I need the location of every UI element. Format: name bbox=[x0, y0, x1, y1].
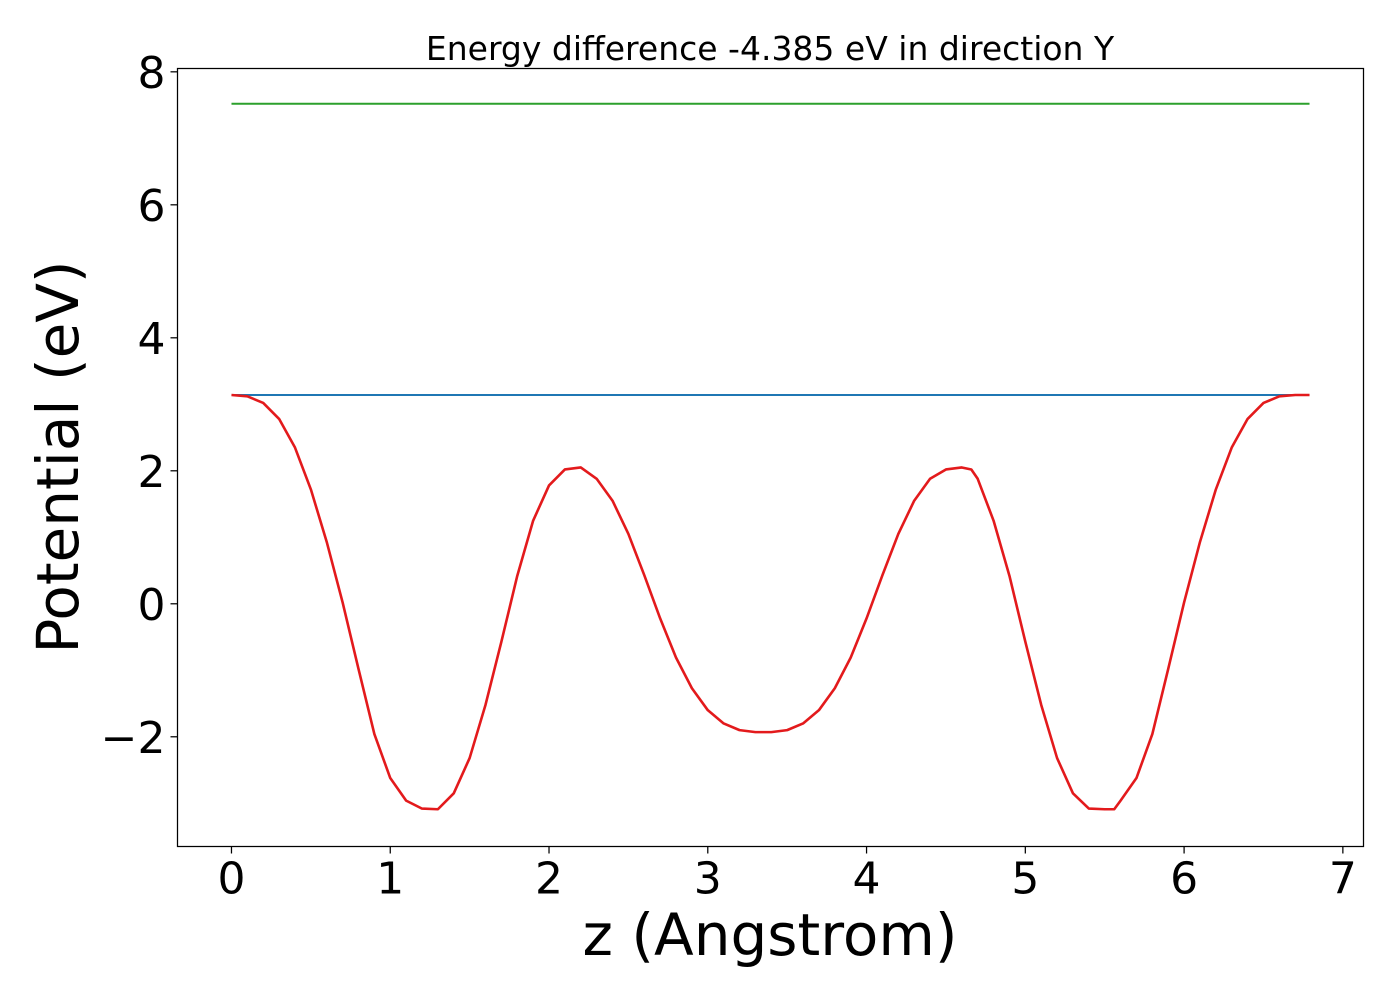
x-tick-label: 2 bbox=[535, 854, 563, 905]
x-tick-label: 0 bbox=[217, 854, 245, 905]
series-line-3 bbox=[231, 393, 1310, 811]
y-tick-label: 8 bbox=[138, 48, 166, 99]
y-tick-label: 0 bbox=[138, 580, 166, 631]
y-tick-label: −2 bbox=[101, 713, 166, 764]
chart-title: Energy difference -4.385 eV in direction… bbox=[426, 29, 1115, 68]
x-axis-label: z (Angstrom) bbox=[583, 901, 958, 969]
plot-lines bbox=[231, 102, 1310, 811]
x-tick-label: 4 bbox=[853, 854, 881, 905]
x-tick-label: 3 bbox=[694, 854, 722, 905]
plot-frame bbox=[176, 67, 1365, 848]
y-axis-ticks: −2 0 2 4 6 8 bbox=[101, 48, 178, 764]
x-tick-label: 6 bbox=[1170, 854, 1198, 905]
y-axis-label: Potential (eV) bbox=[24, 260, 92, 653]
x-axis-ticks: 0 1 2 3 4 5 6 7 bbox=[217, 846, 1357, 905]
y-tick-label: 2 bbox=[138, 447, 166, 498]
y-tick-label: 6 bbox=[138, 181, 166, 232]
x-tick-label: 1 bbox=[376, 854, 404, 905]
x-tick-label: 7 bbox=[1329, 854, 1357, 905]
x-tick-label: 5 bbox=[1011, 854, 1039, 905]
y-tick-label: 4 bbox=[138, 314, 166, 365]
